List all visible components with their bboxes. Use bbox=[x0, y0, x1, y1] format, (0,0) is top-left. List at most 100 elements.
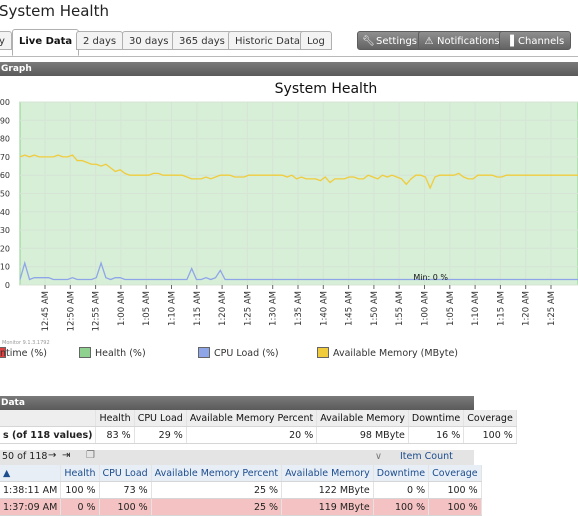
y-tick-label: 60 bbox=[0, 171, 10, 180]
x-tick-label: 1:15 AM bbox=[496, 291, 506, 326]
column-header-available-memory-percent[interactable]: Available Memory Percent bbox=[186, 410, 318, 427]
system-health-chart: System Health 0 10 20 30 40 50 60 70 80 90 100 12:45… bbox=[0, 81, 578, 346]
x-tick-label: 1:10 AM bbox=[471, 291, 481, 326]
y-tick-label: 10 bbox=[0, 263, 10, 272]
x-tick-label: 12:45 AM bbox=[41, 291, 51, 331]
column-header-available-memory[interactable]: Available Memory bbox=[316, 410, 409, 427]
x-tick-label: 1:20 AM bbox=[218, 291, 228, 326]
data-column-header-downtime[interactable]: Downtime bbox=[373, 465, 430, 482]
header-label-cell bbox=[0, 410, 97, 427]
legend-swatch-cpu-load bbox=[198, 347, 210, 358]
graph-panel: System Health 0 10 20 30 40 50 60 70 80 90 100 12:45… bbox=[0, 76, 578, 370]
chart-legend: ntime (%) Health (%) CPU Load (%) Availa… bbox=[0, 346, 578, 362]
x-tick-label: 1:30 AM bbox=[269, 291, 279, 326]
tab-log[interactable]: Log bbox=[300, 31, 332, 50]
column-header-health[interactable]: Health bbox=[95, 410, 135, 427]
column-header-coverage[interactable]: Coverage bbox=[463, 410, 517, 427]
tab-overview[interactable]: y bbox=[0, 31, 12, 50]
sort-asc-icon[interactable]: ▲ bbox=[0, 465, 62, 482]
data-column-header-available-memory-percent[interactable]: Available Memory Percent bbox=[151, 465, 283, 482]
table-header-row: Health CPU Load Available Memory Percent… bbox=[0, 410, 517, 427]
y-tick-label: 20 bbox=[0, 244, 10, 253]
legend-label-available-memory[interactable]: Available Memory (MByte) bbox=[333, 348, 458, 359]
x-tick-label: 1:05 AM bbox=[142, 291, 152, 326]
legend-swatch-downtime bbox=[0, 347, 6, 358]
summary-table: Health CPU Load Available Memory Percent… bbox=[0, 410, 517, 444]
x-tick-label: 12:55 AM bbox=[92, 291, 102, 331]
row-cpu-load: 73 % bbox=[99, 481, 152, 499]
data-column-header-health[interactable]: Health bbox=[60, 465, 100, 482]
x-tick-label: 1:00 AM bbox=[421, 291, 431, 326]
column-header-cpu-load[interactable]: CPU Load bbox=[134, 410, 187, 427]
y-tick-label: 80 bbox=[0, 135, 10, 144]
summary-available-memory-percent: 20 % bbox=[186, 426, 318, 444]
row-cpu-load: 100 % bbox=[99, 498, 152, 516]
x-tick-label: 12:50 AM bbox=[66, 291, 76, 331]
row-time: 1:37:09 AM bbox=[0, 498, 62, 516]
row-health: 100 % bbox=[60, 481, 100, 499]
summary-available-memory: 98 MByte bbox=[316, 426, 409, 444]
graph-section-header: Graph bbox=[0, 62, 578, 76]
tab-historic-data[interactable]: Historic Data bbox=[228, 31, 307, 50]
row-downtime: 100 % bbox=[373, 498, 430, 516]
y-tick-label: 50 bbox=[0, 190, 10, 199]
row-time: 1:38:11 AM bbox=[0, 481, 62, 499]
x-tick-label: 1:35 AM bbox=[294, 291, 304, 326]
legend-swatch-available-memory bbox=[317, 347, 329, 358]
summary-health: 83 % bbox=[95, 426, 135, 444]
row-available-memory-percent: 25 % bbox=[151, 498, 283, 516]
x-tick-label: 1:45 AM bbox=[345, 291, 355, 326]
table-row[interactable]: 1:38:11 AM 100 % 73 % 25 % 122 MByte 0 %… bbox=[0, 481, 482, 499]
y-tick-label: 70 bbox=[0, 153, 10, 162]
row-available-memory-percent: 25 % bbox=[151, 481, 283, 499]
y-tick-label: 0 bbox=[5, 281, 10, 290]
summary-label: s (of 118 values) bbox=[0, 426, 97, 444]
channels-button[interactable]: ▐ Channels bbox=[499, 31, 572, 50]
tab-live-data[interactable]: Live Data bbox=[12, 29, 80, 56]
chart-title: System Health bbox=[275, 81, 378, 97]
data-column-header-coverage[interactable]: Coverage bbox=[428, 465, 482, 482]
series-line-cpu-load bbox=[19, 260, 578, 281]
item-count-button[interactable]: Item Count bbox=[400, 451, 453, 462]
column-header-downtime[interactable]: Downtime bbox=[408, 410, 465, 427]
x-tick-label: 1:05 AM bbox=[446, 291, 456, 326]
row-health: 0 % bbox=[60, 498, 100, 516]
row-coverage: 100 % bbox=[428, 481, 482, 499]
y-tick-label: 30 bbox=[0, 226, 10, 235]
data-section-header: Data bbox=[0, 396, 474, 410]
tab-2-days[interactable]: 2 days bbox=[76, 31, 124, 50]
y-tick-label: 100 bbox=[0, 98, 10, 107]
next-page-icon[interactable]: → bbox=[48, 450, 57, 461]
notifications-button[interactable]: ⚠ Notifications bbox=[418, 31, 507, 50]
summary-coverage: 100 % bbox=[463, 426, 517, 444]
wrench-icon: 🔧︎ bbox=[362, 36, 375, 47]
export-icon[interactable]: ❐ bbox=[86, 450, 95, 461]
x-tick-label: 1:00 AM bbox=[117, 291, 127, 326]
data-table-header-row: ▲ Health CPU Load Available Memory Perce… bbox=[0, 465, 482, 482]
row-downtime: 0 % bbox=[373, 481, 430, 499]
legend-label-downtime[interactable]: ntime (%) bbox=[0, 348, 47, 359]
x-tick-label: 1:50 AM bbox=[370, 291, 380, 326]
x-tick-label: 1:20 AM bbox=[522, 291, 532, 326]
legend-label-health[interactable]: Health (%) bbox=[95, 348, 146, 359]
table-row[interactable]: 1:37:09 AM 0 % 100 % 25 % 119 MByte 100 … bbox=[0, 498, 482, 516]
legend-label-cpu-load[interactable]: CPU Load (%) bbox=[214, 348, 279, 359]
summary-row: s (of 118 values) 83 % 29 % 20 % 98 MByt… bbox=[0, 426, 517, 444]
data-column-header-available-memory[interactable]: Available Memory bbox=[281, 465, 374, 482]
warning-icon: ⚠ bbox=[424, 36, 434, 47]
settings-button[interactable]: 🔧︎Settings bbox=[357, 31, 425, 50]
row-coverage: 100 % bbox=[428, 498, 482, 516]
y-tick-label: 40 bbox=[0, 208, 10, 217]
row-available-memory: 119 MByte bbox=[281, 498, 374, 516]
legend-swatch-health bbox=[79, 347, 91, 358]
sort-chevron-icon[interactable]: ∨ bbox=[375, 451, 382, 462]
tab-30-days[interactable]: 30 days bbox=[122, 31, 176, 50]
y-tick-label: 90 bbox=[0, 116, 10, 125]
data-column-header-cpu-load[interactable]: CPU Load bbox=[99, 465, 152, 482]
tab-365-days[interactable]: 365 days bbox=[172, 31, 232, 50]
summary-downtime: 16 % bbox=[408, 426, 465, 444]
row-available-memory: 122 MByte bbox=[281, 481, 374, 499]
chart-watermark: Monitor 9.1.3.1792 bbox=[2, 340, 50, 346]
x-tick-label: 1:15 AM bbox=[193, 291, 203, 326]
last-page-icon[interactable]: ⇥ bbox=[62, 450, 71, 461]
